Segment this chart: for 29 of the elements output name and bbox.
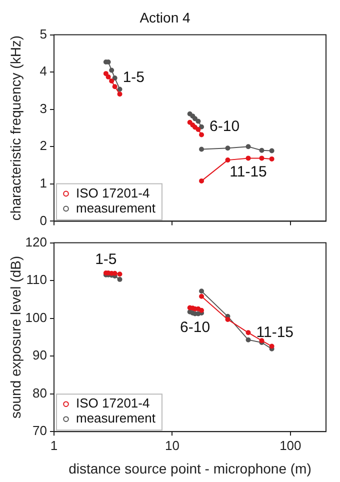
y-tick-label: 4 [40,64,47,79]
x-axis-title: distance source point - microphone (m) [68,460,312,476]
y-tick-label: 90 [32,348,47,363]
y-axis-title: characteristic frequency (kHz) [7,35,24,221]
x-tick-label: 10 [164,438,180,453]
annotation: 6-10 [180,318,210,336]
y-tick-label: 70 [32,423,47,438]
annotation: 1-5 [122,69,145,86]
y-tick-label: 1 [40,176,47,190]
y-tick-label: 2 [40,138,47,154]
x-tick-label: 100 [280,438,302,453]
y-tick-label: 80 [32,385,47,400]
annotation: 1-5 [95,251,117,268]
legend-label: ISO 17201-4 [76,396,150,411]
y-tick-label: 3 [40,100,47,116]
y-axis-title: sound exposure level (dB) [7,256,24,419]
chart-title: Action 4 [140,9,191,26]
annotation: 11-15 [230,163,267,180]
legend-label: measurement [76,200,156,216]
y-tick-label: 0 [40,212,47,228]
x-tick-label: 1 [50,438,58,453]
annotation: 11-15 [256,324,294,341]
y-tick-label: 120 [25,234,47,250]
y-tick-label: 100 [25,310,47,325]
legend-label: measurement [76,410,156,426]
annotation: 6-10 [210,118,240,136]
y-tick-label: 110 [26,272,47,288]
legend-label: ISO 17201-4 [76,185,150,200]
y-tick-label: 5 [40,26,47,42]
